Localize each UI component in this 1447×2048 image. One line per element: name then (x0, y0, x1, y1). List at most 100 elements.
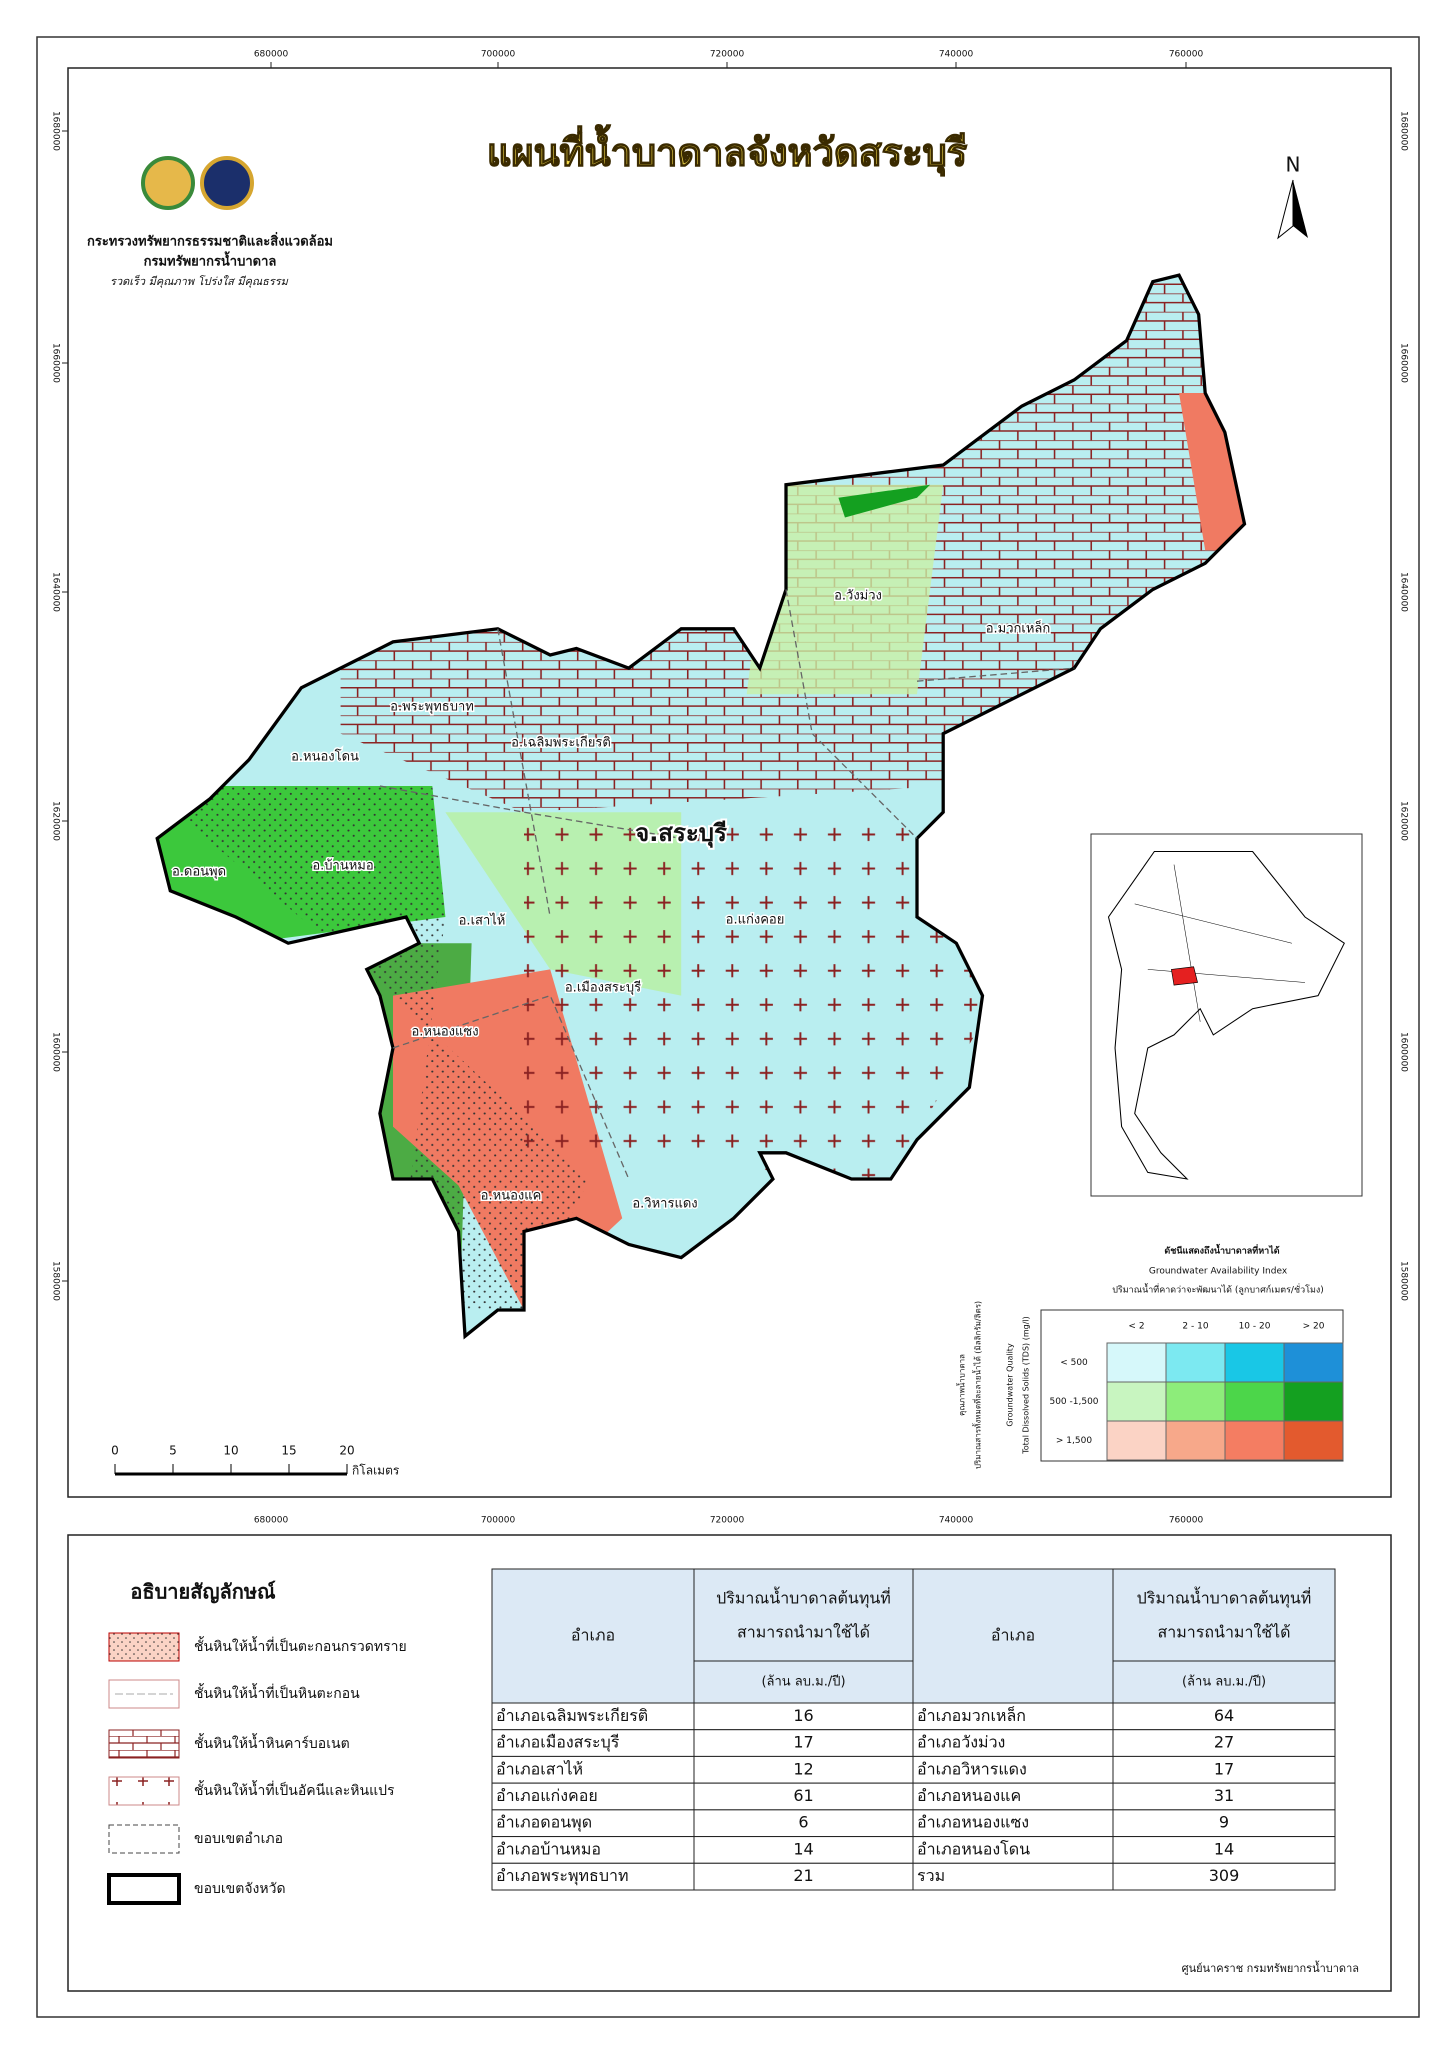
province-map (155, 273, 1247, 1338)
northing-label: 1600000 (51, 1032, 61, 1072)
quality-label: Groundwater Quality (1006, 1343, 1015, 1427)
table-cell (693, 1862, 914, 1891)
matrix-cell (1224, 1420, 1285, 1461)
table-text: รวม (917, 1866, 945, 1885)
table-text: อำเภอวิหารแดง (917, 1759, 1027, 1778)
easting-label: 740000 (939, 1516, 974, 1526)
northing-label: 1580000 (51, 1261, 61, 1301)
table-unit: (ล้าน ลบ.ม./ปี) (761, 1674, 845, 1690)
table-cell (912, 1836, 1114, 1864)
legend-item: ชั้นหินให้น้ำที่เป็นหินตะกอน (194, 1683, 360, 1702)
legend-item: ชั้นหินให้น้ำหินคาร์บอเนต (194, 1733, 350, 1752)
table-text: อำเภอหนองแซง (917, 1813, 1029, 1832)
map-frame (67, 67, 1392, 1498)
logos (141, 156, 254, 210)
legend-item: ขอบเขตอำเภอ (194, 1831, 283, 1847)
table-cell (491, 1782, 695, 1811)
province-label: จ.สระบุรี (635, 819, 727, 849)
district-label: อ.เฉลิมพระเกียรติ (511, 735, 611, 751)
northing-label: 1580000 (1399, 1261, 1409, 1301)
table-cell (491, 1862, 695, 1891)
matrix-cell (1165, 1381, 1226, 1422)
quality-label: คุณภาพน้ำบาดาล (956, 1354, 967, 1416)
table-header: ปริมาณน้ำบาดาลต้นทุนที่ (1137, 1587, 1312, 1609)
table-text: 17 (1214, 1759, 1234, 1778)
matrix-cell (1283, 1342, 1344, 1383)
table-text: 64 (1214, 1706, 1234, 1725)
legend-item: ชั้นหินให้น้ำที่เป็นตะกอนกรวดทราย (194, 1636, 407, 1655)
table-cell (912, 1755, 1114, 1784)
district-label: อ.ดอนพุด (172, 865, 226, 880)
table-cell (912, 1862, 1114, 1891)
footer: ศูนย์นาคราช กรมทรัพยากรน้ำบาดาล (1182, 1960, 1359, 1975)
table-text: 61 (793, 1786, 813, 1805)
matrix-cell (1106, 1381, 1167, 1422)
district-label: อ.เมืองสระบุรี (565, 980, 641, 996)
northing-label: 1660000 (1399, 343, 1409, 383)
matrix-cell (1165, 1342, 1226, 1383)
table-text: อำเภอเมืองสระบุรี (496, 1733, 620, 1753)
scale-label: 10 (223, 1444, 238, 1458)
district-label: อ.วิหารแดง (632, 1197, 697, 1212)
easting-label: 700000 (481, 1516, 516, 1526)
table-header-cell (1112, 1568, 1336, 1662)
scale-unit: กิโลเมตร (352, 1464, 400, 1478)
table-cell (912, 1782, 1114, 1811)
inset-map (1090, 833, 1363, 1197)
table-text: 14 (793, 1839, 813, 1858)
district-label: อ.บ้านหมอ (312, 859, 373, 874)
district-label: อ.แก่งคอย (726, 913, 785, 928)
table-header: ปริมาณน้ำบาดาลต้นทุนที่ (716, 1587, 891, 1609)
easting-label: 680000 (254, 1516, 289, 1526)
department: กรมทรัพยากรน้ำบาดาล (144, 251, 277, 270)
table-text: อำเภอหนองแค (917, 1786, 1021, 1805)
easting-label: 760000 (1169, 1516, 1204, 1526)
scale-label: 0 (111, 1444, 119, 1458)
table-text: 31 (1214, 1786, 1234, 1805)
legend-item: ขอบเขตจังหวัด (194, 1881, 286, 1897)
table-text: 14 (1214, 1839, 1234, 1858)
map-title: แผนที่น้ำบาดาลจังหวัดสระบุรี (487, 125, 968, 177)
matrix-cell (1224, 1381, 1285, 1422)
slogan: รวดเร็ว มีคุณภาพ โปร่งใส มีคุณธรรม (110, 274, 289, 288)
northing-label: 1680000 (1399, 111, 1409, 151)
matrix-row: 500 -1,500 (1049, 1397, 1098, 1407)
table-text: อำเภอเฉลิมพระเกียรติ (496, 1706, 648, 1725)
table-text: อำเภอหนองโดน (917, 1839, 1030, 1858)
table-cell (491, 1836, 695, 1864)
matrix-column: > 20 (1303, 1322, 1325, 1332)
matrix-cell (1106, 1342, 1167, 1383)
table-cell (491, 1729, 695, 1757)
district-label: อ.หนองแซง (411, 1025, 478, 1040)
table-cell (912, 1729, 1114, 1757)
availability-title-en: Groundwater Availability Index (1149, 1267, 1288, 1277)
legend-item: ชั้นหินให้น้ำที่เป็นอัคนีและหินแปร (194, 1780, 395, 1799)
availability-subtitle: ปริมาณน้ำที่คาดว่าจะพัฒนาได้ (ลูกบาศก์เม… (1112, 1283, 1324, 1296)
matrix-cell (1106, 1420, 1167, 1461)
scale-label: 5 (169, 1444, 177, 1458)
north-arrow (1277, 179, 1294, 240)
table-cell (1112, 1836, 1336, 1864)
availability-title: ดัชนีแสดงถึงน้ำบาดาลที่หาได้ (1164, 1244, 1279, 1257)
table-cell (491, 1702, 695, 1731)
northing-label: 1600000 (1399, 1032, 1409, 1072)
table-text: อำเภอแก่งคอย (496, 1786, 598, 1805)
table-text: อำเภอพระพุทธบาท (496, 1866, 629, 1886)
legend-title: อธิบายสัญลักษณ์ (130, 1580, 276, 1604)
northing-label: 1680000 (51, 111, 61, 151)
easting-label: 740000 (939, 50, 974, 60)
table-cell (1112, 1729, 1336, 1757)
matrix-row: < 500 (1060, 1358, 1088, 1368)
table-text: อำเภอมวกเหล็ก (917, 1705, 1026, 1725)
easting-label: 720000 (710, 1516, 745, 1526)
table-unit: (ล้าน ลบ.ม./ปี) (1182, 1674, 1266, 1690)
table-cell (693, 1702, 914, 1731)
matrix-cell (1283, 1420, 1344, 1461)
scale-label: 15 (281, 1444, 296, 1458)
northing-label: 1640000 (51, 572, 61, 612)
table-text: 21 (793, 1866, 813, 1885)
matrix-cell (1224, 1342, 1285, 1383)
table-cell (1112, 1702, 1336, 1731)
scale-label: 20 (339, 1444, 354, 1458)
